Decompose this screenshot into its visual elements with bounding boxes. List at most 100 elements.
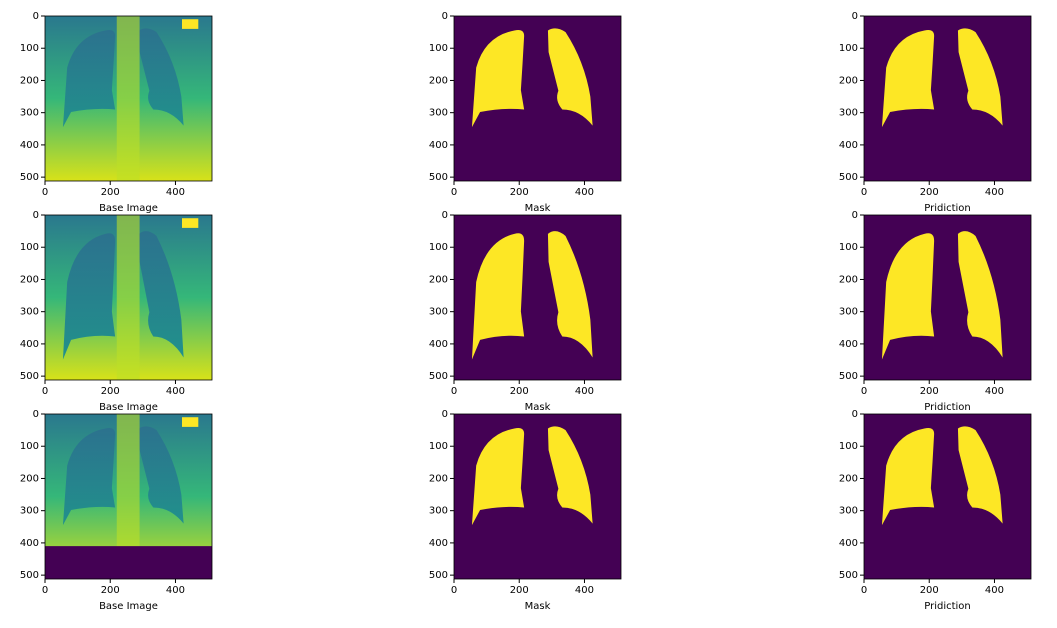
xray-marker <box>181 417 199 427</box>
y-tick-label: 300 <box>429 307 448 318</box>
x-tick-label: 200 <box>920 187 939 198</box>
x-tick-label: 0 <box>861 187 867 198</box>
x-tick-label: 200 <box>920 585 939 596</box>
mask-lung <box>881 427 935 526</box>
y-tick-label: 0 <box>33 11 39 22</box>
x-tick-label: 0 <box>861 386 867 397</box>
xray-spine <box>116 16 140 182</box>
y-tick-label: 0 <box>33 210 39 221</box>
x-tick-label: 400 <box>575 585 594 596</box>
y-tick-label: 200 <box>429 473 448 484</box>
y-tick-label: 500 <box>20 172 39 183</box>
axes-frame <box>453 214 622 381</box>
x-tick-label: 400 <box>985 187 1004 198</box>
mask-lung <box>547 231 593 358</box>
mask-lung <box>881 29 935 128</box>
image <box>454 414 621 579</box>
mask-lung <box>957 28 1003 126</box>
y-tick-label: 400 <box>429 339 448 350</box>
y-tick-label: 300 <box>20 506 39 517</box>
y-tick-label: 300 <box>20 307 39 318</box>
axes-frame <box>863 15 1032 182</box>
image <box>864 16 1031 182</box>
x-tick-label: 200 <box>510 585 529 596</box>
y-tick-label: 100 <box>20 242 39 253</box>
axes-frame <box>453 15 622 182</box>
y-tick-label: 100 <box>20 441 39 452</box>
y-tick-label: 500 <box>429 371 448 382</box>
mask-lung <box>471 233 525 360</box>
mask-lung <box>471 29 525 128</box>
y-tick-label: 100 <box>839 441 858 452</box>
image <box>45 16 213 182</box>
y-tick-label: 200 <box>20 473 39 484</box>
y-tick-label: 100 <box>429 43 448 54</box>
x-tick-label: 200 <box>920 386 939 397</box>
x-tick-label: 200 <box>101 386 120 397</box>
y-tick-label: 0 <box>33 409 39 420</box>
y-tick-label: 200 <box>839 75 858 86</box>
x-axis-label: Pridiction <box>924 402 971 413</box>
y-tick-label: 500 <box>839 172 858 183</box>
x-axis-label: Base Image <box>99 402 158 413</box>
axes-frame <box>44 214 213 381</box>
xray-marker <box>181 218 199 228</box>
y-tick-label: 500 <box>839 570 858 581</box>
image <box>45 215 213 380</box>
y-tick-label: 100 <box>429 441 448 452</box>
y-tick-label: 100 <box>20 43 39 54</box>
y-tick-label: 400 <box>839 538 858 549</box>
axes-frame <box>863 214 1032 381</box>
xray-marker <box>181 19 199 29</box>
x-tick-label: 400 <box>575 386 594 397</box>
axes-frame <box>863 413 1032 580</box>
y-tick-label: 0 <box>442 210 448 221</box>
x-axis-label: Mask <box>525 601 551 612</box>
y-tick-label: 500 <box>20 371 39 382</box>
xray-lung <box>62 427 116 526</box>
x-tick-label: 0 <box>451 187 457 198</box>
image <box>45 414 213 579</box>
x-tick-label: 400 <box>575 187 594 198</box>
image <box>864 414 1031 579</box>
x-tick-label: 0 <box>42 585 48 596</box>
y-tick-label: 0 <box>852 11 858 22</box>
mask-lung <box>957 426 1003 524</box>
x-axis-label: Pridiction <box>924 203 971 214</box>
xray-dark-band <box>45 546 213 579</box>
x-axis-label: Base Image <box>99 601 158 612</box>
x-tick-label: 400 <box>985 386 1004 397</box>
axes-frame <box>44 15 213 182</box>
y-tick-label: 300 <box>429 108 448 119</box>
y-tick-label: 200 <box>20 75 39 86</box>
y-tick-label: 300 <box>20 108 39 119</box>
y-tick-label: 400 <box>20 538 39 549</box>
y-tick-label: 400 <box>429 140 448 151</box>
x-tick-label: 0 <box>42 386 48 397</box>
xray-lung <box>138 231 184 358</box>
x-axis-label: Base Image <box>99 203 158 214</box>
y-tick-label: 100 <box>429 242 448 253</box>
x-tick-label: 0 <box>451 386 457 397</box>
y-tick-label: 500 <box>429 570 448 581</box>
xray-lung <box>138 426 184 524</box>
x-axis-label: Mask <box>525 402 551 413</box>
mask-lung <box>957 231 1003 358</box>
y-tick-label: 200 <box>429 75 448 86</box>
image <box>864 215 1031 380</box>
y-tick-label: 400 <box>20 140 39 151</box>
y-tick-label: 400 <box>839 339 858 350</box>
image <box>454 215 621 380</box>
xray-lung <box>138 28 184 126</box>
x-tick-label: 400 <box>166 187 185 198</box>
x-tick-label: 0 <box>861 585 867 596</box>
y-tick-label: 0 <box>852 210 858 221</box>
x-tick-label: 400 <box>166 386 185 397</box>
xray-lung <box>62 233 116 360</box>
x-tick-label: 400 <box>985 585 1004 596</box>
y-tick-label: 100 <box>839 43 858 54</box>
x-tick-label: 0 <box>42 187 48 198</box>
y-tick-label: 500 <box>839 371 858 382</box>
mask-lung <box>471 427 525 526</box>
